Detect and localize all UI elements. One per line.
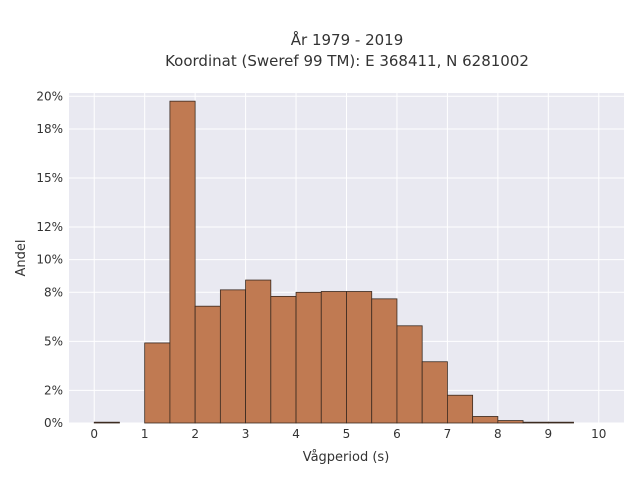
histogram-bar (295, 291, 322, 424)
histogram-bar (144, 342, 171, 424)
x-tick-label: 6 (393, 427, 401, 441)
y-tick-label: 18% (36, 122, 63, 136)
x-tick-label: 7 (444, 427, 452, 441)
histogram-bar (396, 325, 423, 424)
y-tick-label: 12% (36, 220, 63, 234)
histogram-bar (547, 421, 574, 424)
histogram-bar (245, 279, 272, 424)
x-axis-label: Vågperiod (s) (303, 450, 390, 465)
histogram-bar (270, 295, 297, 424)
chart-title: År 1979 - 2019 (291, 30, 404, 49)
y-tick-label: 0% (44, 416, 63, 430)
histogram-bar (93, 421, 120, 424)
y-tick-label: 5% (44, 334, 63, 348)
y-tick-label: 2% (44, 383, 63, 397)
x-tick-label: 4 (292, 427, 300, 441)
histogram-bar (320, 291, 347, 424)
histogram-bar (522, 421, 549, 424)
x-tick-label: 2 (191, 427, 199, 441)
y-tick-label: 20% (36, 89, 63, 103)
y-tick-label: 10% (36, 253, 63, 267)
histogram-bar (371, 298, 398, 424)
x-axis-ticks: 0 1 2 3 4 5 6 7 8 9 10 (90, 427, 606, 441)
x-tick-label: 8 (494, 427, 502, 441)
x-tick-label: 5 (343, 427, 351, 441)
y-axis-label: Andel (14, 240, 29, 277)
y-axis-ticks: 0% 2% 5% 8% 10% 12% 15% 18% 20% (36, 89, 63, 430)
histogram-bar (169, 100, 196, 424)
histogram-bar (421, 361, 448, 424)
bars (93, 100, 574, 424)
x-tick-label: 9 (544, 427, 552, 441)
chart-subtitle: Koordinat (Sweref 99 TM): E 368411, N 62… (165, 52, 529, 70)
histogram-bar (346, 291, 373, 424)
x-tick-label: 0 (90, 427, 98, 441)
y-tick-label: 15% (36, 171, 63, 185)
histogram-bar (219, 289, 246, 424)
y-tick-label: 8% (44, 285, 63, 299)
histogram-bar (472, 416, 499, 424)
x-tick-label: 1 (141, 427, 149, 441)
x-tick-label: 3 (242, 427, 250, 441)
histogram-bar (447, 394, 474, 424)
x-tick-label: 10 (591, 427, 606, 441)
histogram-bar (497, 420, 524, 424)
histogram-bar (194, 305, 221, 424)
